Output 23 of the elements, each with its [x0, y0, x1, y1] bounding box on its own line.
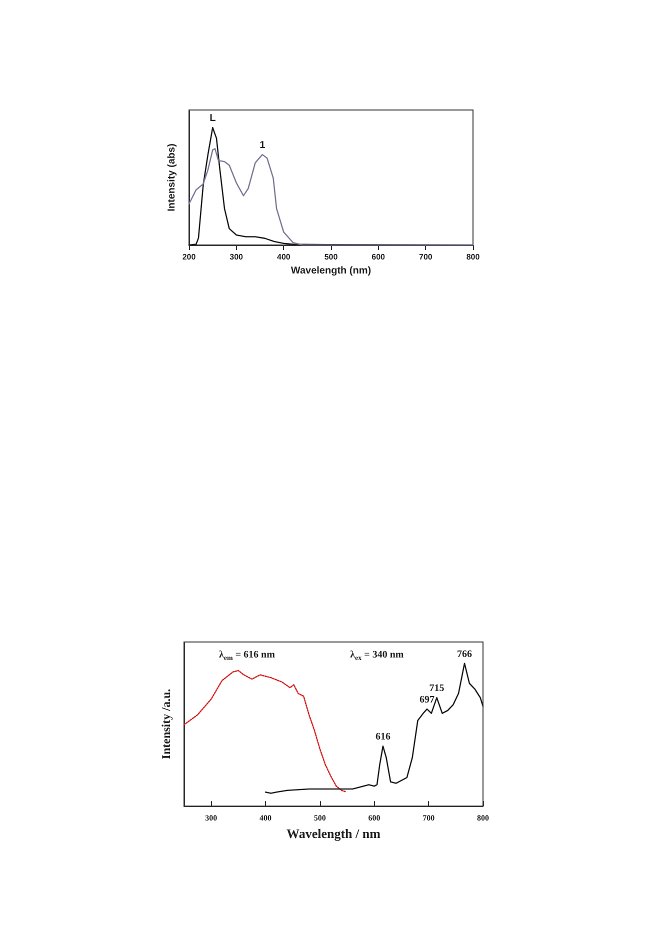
- x-tick-label: 400: [276, 252, 291, 262]
- x-tick-label: 600: [372, 252, 386, 262]
- x-tick-label: 600: [368, 814, 380, 823]
- x-axis-title: Wavelength (nm): [290, 265, 372, 276]
- x-tick-label: 800: [466, 252, 480, 262]
- x-tick-label: 700: [422, 814, 435, 823]
- x-tick-label: 500: [314, 814, 326, 823]
- x-axis-title: Wavelength / nm: [286, 826, 381, 841]
- x-tick-label: 300: [205, 814, 218, 823]
- annotation: 766: [457, 648, 472, 660]
- x-tick-label: 200: [182, 252, 196, 262]
- x-tick-label: 800: [477, 814, 489, 823]
- annotation: 715: [429, 683, 444, 694]
- x-tick-label: 400: [260, 814, 272, 823]
- x-tick-label: 700: [418, 252, 433, 262]
- annotation: 1: [260, 140, 266, 152]
- annotation: L: [210, 113, 216, 124]
- annotation: 697: [420, 694, 435, 706]
- x-tick-label: 300: [230, 252, 244, 262]
- y-axis-title: Intensity (abs): [166, 144, 178, 212]
- annotation: 616: [375, 732, 390, 743]
- x-tick-label: 500: [324, 252, 338, 262]
- y-axis-title: Intensity /a.u.: [159, 688, 173, 760]
